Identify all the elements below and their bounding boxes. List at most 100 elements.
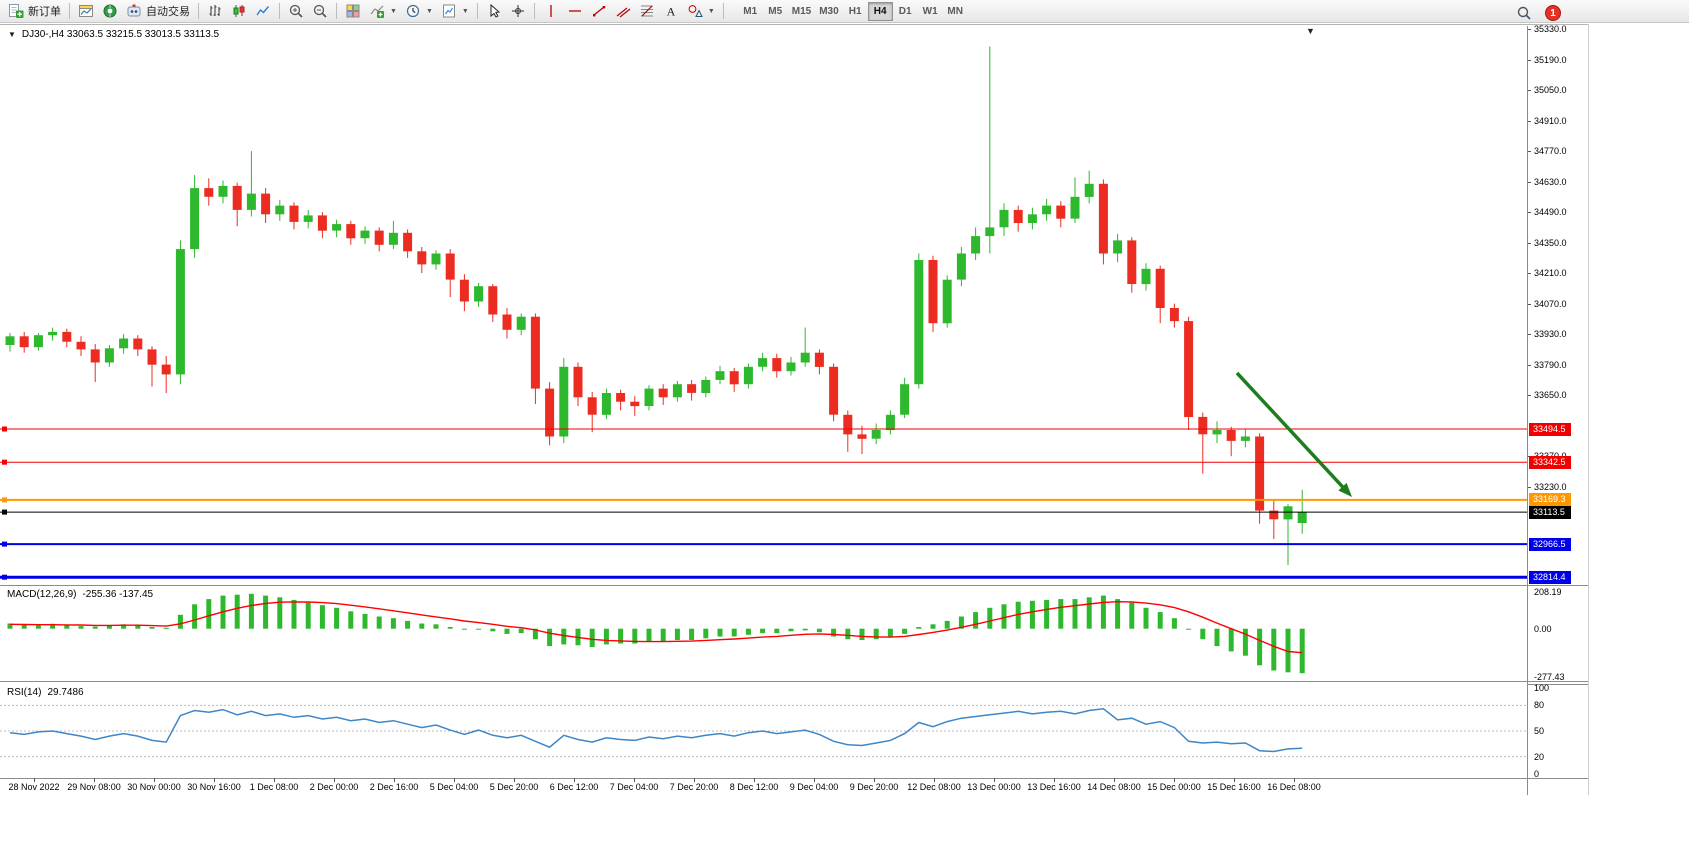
time-axis-tick: [634, 778, 635, 782]
auto-trading-button[interactable]: 自动交易: [122, 1, 194, 21]
hline-handle[interactable]: [2, 509, 7, 515]
trendline-button[interactable]: [587, 1, 611, 21]
dropdown-caret-icon[interactable]: ▼: [461, 7, 469, 15]
price-axis[interactable]: 35330.0 35190.0 35050.0 34910.0 34770.0 34630…: [1528, 0, 1688, 800]
line-chart-button[interactable]: [251, 1, 275, 21]
panel-separator: [0, 778, 1588, 779]
timeframe-button-m30[interactable]: M30: [819, 5, 839, 17]
chart-window-button[interactable]: [74, 1, 98, 21]
bear-candle: [616, 393, 626, 402]
periods-button[interactable]: ▼: [401, 1, 437, 21]
bull-candle: [601, 393, 611, 415]
dropdown-caret-icon[interactable]: ▼: [390, 7, 397, 15]
bear-candle: [630, 401, 640, 407]
time-axis-label: 15 Dec 00:00: [1147, 782, 1201, 792]
bear-candle: [374, 230, 384, 245]
bear-candle: [90, 349, 100, 363]
time-axis-label: 16 Dec 08:00: [1267, 782, 1321, 792]
time-axis-tick: [1294, 778, 1295, 782]
macd-histogram-bar: [149, 627, 155, 629]
hline-handle[interactable]: [2, 497, 7, 503]
price-axis-tick: [1528, 212, 1531, 214]
hline-handle[interactable]: [2, 426, 7, 432]
tile-windows-button[interactable]: [341, 1, 365, 21]
crosshair-button[interactable]: [506, 1, 530, 21]
timeframe-button-w1[interactable]: W1: [922, 5, 938, 17]
macd-histogram-bar: [78, 626, 84, 629]
macd-histogram-bar: [916, 627, 922, 629]
text-icon: A: [666, 5, 675, 19]
time-axis-label: 13 Dec 16:00: [1027, 782, 1081, 792]
chart-corner-dropdown-icon[interactable]: ▼: [1306, 26, 1315, 36]
price-axis-label: 33650.0: [1534, 390, 1567, 401]
time-axis-label: 2 Dec 00:00: [309, 782, 359, 792]
fibonacci-button[interactable]: [635, 1, 659, 21]
price-tag-33342.5: 33342.5: [1529, 455, 1571, 469]
zoom-in-button[interactable]: [284, 1, 308, 21]
new-order-button[interactable]: 新订单: [4, 1, 65, 21]
macd-plot-svg[interactable]: [0, 586, 1527, 681]
vertical-line-button[interactable]: [539, 1, 563, 21]
hline-handle[interactable]: [2, 574, 7, 580]
time-axis[interactable]: 28 Nov 2022 29 Nov 08:00 30 Nov 00:00 30 No…: [0, 778, 1527, 796]
price-axis-tick: [1528, 486, 1531, 488]
dropdown-caret-icon[interactable]: ▼: [425, 7, 433, 15]
bear-candle: [843, 414, 853, 435]
macd-histogram-bar: [831, 628, 837, 637]
hline-handle[interactable]: [2, 541, 7, 547]
macd-histogram-bar: [632, 628, 638, 644]
add-indicator-button[interactable]: ▼: [365, 1, 401, 21]
bull-candle: [871, 430, 881, 439]
time-axis-label: 15 Dec 16:00: [1207, 782, 1261, 792]
panel-separator[interactable]: [0, 585, 1588, 586]
macd-histogram-bar: [802, 628, 808, 631]
macd-histogram-bar: [674, 628, 680, 640]
price-axis-tick: [1528, 181, 1531, 183]
macd-histogram-bar: [1115, 599, 1121, 629]
symbol-dropdown-icon[interactable]: ▼: [8, 30, 16, 39]
candlestick-chart-button[interactable]: [227, 1, 251, 21]
bear-candle: [488, 286, 498, 315]
metaeditor-button[interactable]: [98, 1, 122, 21]
bull-candle: [218, 185, 228, 197]
bar-chart-button[interactable]: [203, 1, 227, 21]
macd-values: -255.36 -137.45: [82, 589, 154, 600]
timeframe-button-m1[interactable]: M1: [743, 5, 758, 17]
cursor-button[interactable]: [482, 1, 506, 21]
channel-button[interactable]: [611, 1, 635, 21]
time-axis-tick: [994, 778, 995, 782]
timeframe-button-d1[interactable]: D1: [898, 5, 912, 17]
timeframe-button-h4[interactable]: H4: [867, 1, 893, 21]
bear-candle: [1098, 183, 1108, 254]
price-axis-label: 34210.0: [1534, 268, 1567, 279]
dropdown-caret-icon[interactable]: ▼: [707, 7, 715, 15]
macd-histogram-bar: [1171, 618, 1177, 629]
text-button[interactable]: A: [659, 1, 683, 21]
chart-window-icon: [79, 5, 93, 17]
macd-histogram-bar: [92, 626, 98, 629]
zoom-out-button[interactable]: [308, 1, 332, 21]
rsi-plot-svg[interactable]: [0, 684, 1527, 778]
bear-candle: [1127, 240, 1137, 284]
panel-separator[interactable]: [0, 681, 1588, 682]
bull-candle: [743, 366, 753, 385]
search-button[interactable]: [1512, 3, 1536, 23]
bear-candle: [289, 205, 299, 222]
timeframe-button-m15[interactable]: M15: [791, 5, 812, 17]
candlestick-chart-icon: [233, 5, 245, 17]
bull-candle: [1283, 506, 1293, 520]
price-axis-tick: [1528, 90, 1531, 92]
shapes-button[interactable]: ▼: [683, 1, 719, 21]
main-plot-svg[interactable]: [0, 26, 1527, 585]
templates-button[interactable]: ▼: [437, 1, 473, 21]
trend-arrow[interactable]: [1235, 371, 1350, 494]
timeframe-button-h1[interactable]: H1: [848, 5, 862, 17]
macd-histogram-bar: [1285, 628, 1291, 673]
horizontal-line-button[interactable]: [563, 1, 587, 21]
time-axis-tick: [754, 778, 755, 782]
notification-badge[interactable]: 1: [1545, 5, 1561, 21]
timeframe-button-m5[interactable]: M5: [768, 5, 783, 17]
hline-handle[interactable]: [2, 459, 7, 465]
timeframe-button-mn[interactable]: MN: [947, 5, 963, 17]
